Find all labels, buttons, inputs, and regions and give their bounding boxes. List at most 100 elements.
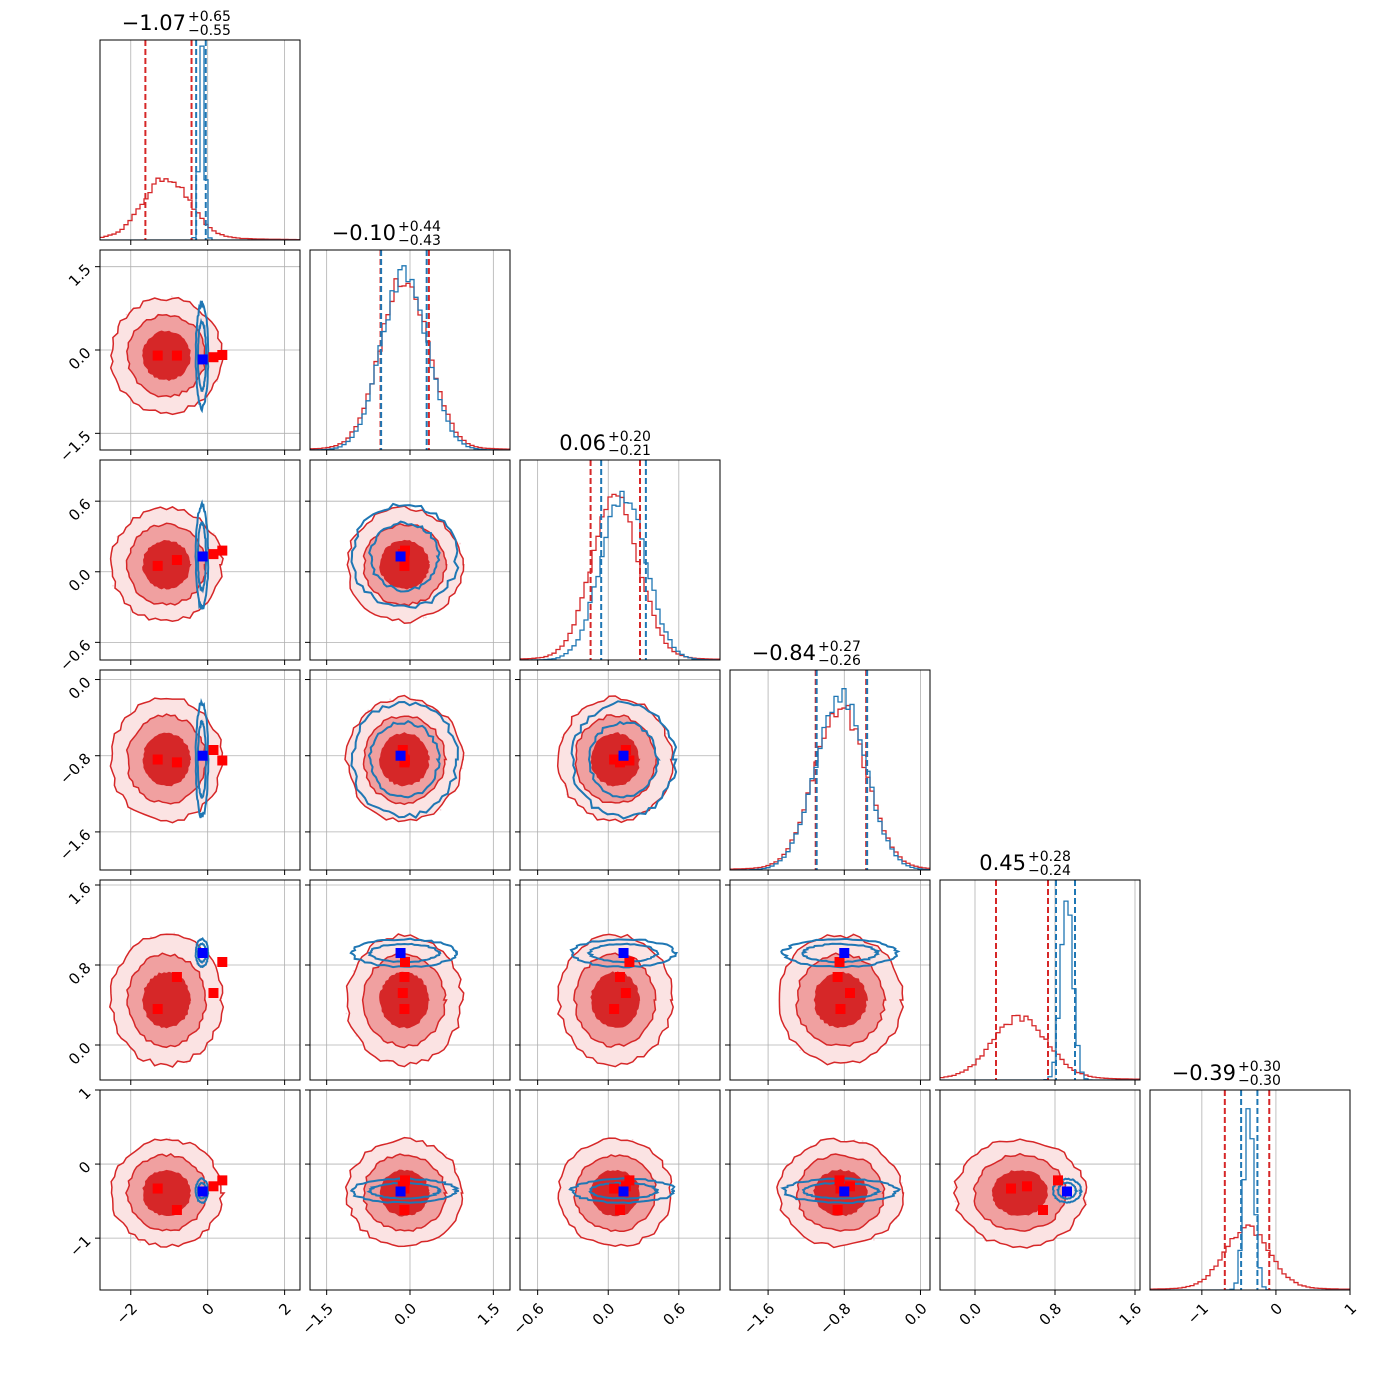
marker-a bbox=[1053, 1175, 1063, 1186]
marker-a bbox=[152, 1004, 163, 1014]
marker-a bbox=[620, 988, 631, 998]
marker-b bbox=[395, 551, 406, 562]
contour-level-b-0 bbox=[570, 700, 678, 820]
y-tick-label: −1.5 bbox=[56, 427, 94, 465]
sample-dot-a bbox=[150, 935, 152, 938]
panel-frame bbox=[729, 669, 931, 871]
sample-dot-a bbox=[173, 932, 176, 935]
sample-dot-a bbox=[352, 970, 355, 972]
contour-level-a-2 bbox=[991, 1170, 1048, 1216]
hist-panel-4: 0.45 +0.28−0.24 bbox=[939, 849, 1141, 1085]
marker-a bbox=[208, 352, 219, 363]
contour-level-b-1 bbox=[367, 720, 441, 799]
marker-a bbox=[152, 350, 163, 361]
marker-b bbox=[395, 750, 406, 761]
marker-a bbox=[400, 545, 410, 556]
y-tick-label: −1 bbox=[66, 1232, 94, 1260]
title-minus: −0.26 bbox=[818, 653, 861, 669]
marker-b bbox=[197, 750, 208, 761]
contour-panel-4-3 bbox=[725, 879, 931, 1085]
sample-dot-a bbox=[1084, 1199, 1087, 1202]
panel-frame bbox=[99, 1089, 301, 1291]
marker-a bbox=[1022, 1181, 1032, 1192]
marker-b bbox=[197, 551, 208, 562]
sample-dot-a bbox=[212, 532, 215, 535]
contour-level-a-2 bbox=[590, 971, 641, 1028]
contour-level-b-0 bbox=[350, 502, 460, 609]
marker-a bbox=[152, 754, 163, 765]
marker-b bbox=[395, 948, 406, 958]
marker-a bbox=[217, 545, 228, 556]
panel-content bbox=[108, 932, 228, 1068]
marker-a bbox=[832, 972, 843, 982]
contour-level-b-0 bbox=[349, 1177, 460, 1204]
marker-a bbox=[624, 957, 635, 967]
sample-dot-a bbox=[132, 1236, 135, 1239]
hist-panel-0: −1.07 +0.65−0.55 bbox=[99, 9, 301, 245]
x-tick-label: −2 bbox=[113, 1300, 141, 1328]
marker-a bbox=[152, 560, 163, 571]
hist-series-a bbox=[100, 177, 300, 240]
contour-panel-4-1 bbox=[305, 879, 511, 1085]
contour-level-b-0 bbox=[569, 938, 679, 969]
panel-content bbox=[520, 460, 720, 660]
sample-dot-a bbox=[861, 1140, 864, 1143]
y-tick-label: 0.0 bbox=[65, 1039, 95, 1069]
contour-level-b-1 bbox=[586, 942, 660, 964]
marker-b bbox=[197, 948, 208, 958]
marker-a bbox=[399, 1004, 410, 1014]
marker-a bbox=[171, 757, 182, 768]
x-tick-label: −1.5 bbox=[298, 1300, 336, 1338]
marker-a bbox=[208, 988, 219, 998]
contour-level-b-0 bbox=[194, 937, 210, 969]
panel-title: −1.07 bbox=[122, 11, 186, 35]
contour-level-b-0 bbox=[568, 1177, 676, 1205]
title-plus: +0.28 bbox=[1028, 849, 1071, 865]
contour-panel-5-1: −1.5 0.0 1.5 bbox=[298, 1089, 511, 1338]
x-tick-label: −1 bbox=[1184, 1300, 1212, 1328]
marker-a bbox=[620, 1181, 631, 1192]
marker-b bbox=[618, 1186, 629, 1197]
sample-dot-a bbox=[345, 1012, 348, 1015]
panel-frame bbox=[729, 879, 931, 1081]
sample-dot-a bbox=[461, 767, 464, 770]
marker-a bbox=[397, 745, 408, 755]
marker-a bbox=[208, 549, 219, 560]
contour-level-b-0 bbox=[194, 299, 210, 414]
contour-level-a-2 bbox=[142, 971, 192, 1029]
panel-title: 0.45 bbox=[979, 851, 1026, 875]
panel-content bbox=[310, 250, 510, 450]
y-tick-label: 0.6 bbox=[65, 495, 95, 525]
y-tick-label: 0.0 bbox=[65, 673, 95, 703]
contour-level-b-0 bbox=[194, 499, 210, 610]
contour-level-b-1 bbox=[368, 520, 441, 593]
hist-series-b bbox=[310, 265, 510, 450]
hist-series-b bbox=[520, 490, 720, 660]
sample-dot-a bbox=[953, 1186, 956, 1189]
marker-b bbox=[839, 948, 850, 958]
contour-panel-3-0: −1.6 −0.8 0.0 bbox=[56, 669, 301, 875]
marker-a bbox=[615, 1205, 625, 1215]
marker-b bbox=[618, 750, 629, 761]
sample-dot-a bbox=[424, 616, 427, 619]
hist-series-b bbox=[940, 900, 1140, 1080]
marker-a bbox=[400, 1175, 410, 1186]
title-minus: −0.24 bbox=[1028, 863, 1071, 879]
marker-b bbox=[839, 1186, 850, 1197]
x-tick-label: 0.0 bbox=[901, 1300, 931, 1330]
x-tick-label: 0.6 bbox=[659, 1300, 689, 1330]
y-tick-label: −0.6 bbox=[56, 636, 94, 674]
panel-content bbox=[940, 880, 1140, 1080]
hist-series-a bbox=[310, 278, 510, 450]
contour-level-b-1 bbox=[367, 942, 442, 964]
contour-level-b-0 bbox=[350, 700, 459, 819]
panel-title: 0.06 bbox=[559, 431, 606, 455]
sample-dot-a bbox=[631, 1139, 634, 1141]
title-plus: +0.20 bbox=[608, 429, 651, 445]
panel-frame bbox=[99, 669, 301, 871]
panel-content bbox=[952, 1138, 1088, 1249]
marker-a bbox=[208, 1181, 219, 1192]
sample-dot-a bbox=[170, 295, 173, 298]
marker-a bbox=[620, 745, 631, 755]
